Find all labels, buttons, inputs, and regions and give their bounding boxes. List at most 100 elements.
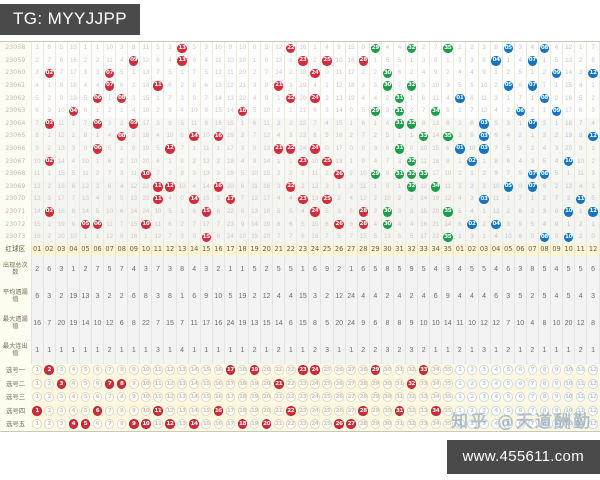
pick-cell-red[interactable]: 24: [308, 377, 321, 391]
pick-ball[interactable]: 2: [44, 405, 55, 416]
pick-cell-red[interactable]: 19: [248, 390, 261, 404]
pick-cell-red[interactable]: 33: [417, 404, 430, 418]
pick-cell-red[interactable]: 15: [200, 417, 213, 431]
pick-ball[interactable]: 18: [237, 365, 248, 376]
pick-cell-red[interactable]: 35: [441, 377, 454, 391]
pick-cell-red[interactable]: 32: [405, 390, 418, 404]
pick-cell-red[interactable]: 25: [320, 417, 334, 431]
pick-ball-selected[interactable]: 10: [141, 419, 151, 430]
pick-cell-red[interactable]: 25: [320, 377, 334, 391]
pick-ball[interactable]: 2: [44, 419, 55, 430]
pick-ball-blue[interactable]: 12: [588, 392, 598, 403]
pick-cell-red[interactable]: 29: [369, 390, 382, 404]
pick-cell-red[interactable]: 15: [200, 404, 213, 418]
pick-ball[interactable]: 14: [189, 378, 199, 389]
pick-cell-blue[interactable]: 5: [502, 404, 515, 418]
pick-ball[interactable]: 25: [322, 405, 332, 416]
pick-cell-red[interactable]: 8: [115, 377, 128, 391]
pick-cell-red[interactable]: 34: [429, 417, 442, 431]
pick-ball-selected[interactable]: 17: [225, 365, 236, 376]
pick-cell-red[interactable]: 34: [429, 363, 442, 377]
pick-cell-red[interactable]: 25: [320, 363, 334, 377]
pick-ball[interactable]: 19: [249, 405, 260, 416]
pick-ball-selected[interactable]: 2: [44, 365, 55, 376]
pick-ball[interactable]: 18: [237, 405, 248, 416]
pick-cell-red[interactable]: 12: [163, 377, 177, 391]
pick-cell-red[interactable]: 32: [405, 404, 418, 418]
pick-cell-red[interactable]: 31: [393, 377, 406, 391]
pick-cell-red[interactable]: 11: [151, 363, 164, 377]
pick-cell-blue[interactable]: 8: [538, 377, 551, 391]
pick-cell-blue[interactable]: 1: [453, 417, 466, 431]
pick-ball-blue[interactable]: 10: [563, 419, 574, 430]
pick-cell-red[interactable]: 18: [236, 417, 249, 431]
pick-ball-blue[interactable]: 8: [539, 378, 550, 389]
pick-ball-blue[interactable]: 7: [527, 392, 538, 403]
pick-cell-red[interactable]: 1: [31, 417, 44, 431]
pick-ball-blue[interactable]: 11: [575, 378, 586, 389]
pick-ball[interactable]: 13: [177, 405, 187, 416]
pick-cell-blue[interactable]: 8: [538, 404, 551, 418]
pick-ball[interactable]: 16: [213, 365, 224, 376]
pick-cell-blue[interactable]: 2: [465, 377, 478, 391]
pick-cell-red[interactable]: 16: [212, 377, 225, 391]
pick-cell-blue[interactable]: 9: [550, 377, 563, 391]
pick-cell-red[interactable]: 27: [345, 404, 358, 418]
pick-ball[interactable]: 17: [225, 392, 236, 403]
pick-cell-red[interactable]: 31: [393, 390, 406, 404]
pick-ball[interactable]: 1: [32, 365, 42, 376]
pick-cell-red[interactable]: 27: [345, 363, 358, 377]
pick-cell-blue[interactable]: 10: [562, 377, 575, 391]
pick-ball[interactable]: 28: [358, 392, 369, 403]
pick-cell-red[interactable]: 22: [284, 363, 297, 377]
pick-ball[interactable]: 1: [32, 392, 42, 403]
pick-ball[interactable]: 6: [92, 365, 103, 376]
pick-ball-blue[interactable]: 8: [539, 365, 550, 376]
pick-ball[interactable]: 26: [334, 365, 344, 376]
pick-ball[interactable]: 29: [370, 378, 381, 389]
pick-ball-selected[interactable]: 24: [310, 365, 320, 376]
pick-ball[interactable]: 34: [430, 365, 441, 376]
pick-ball[interactable]: 28: [358, 378, 369, 389]
pick-cell-red[interactable]: 7: [103, 363, 116, 377]
pick-ball-blue[interactable]: 11: [575, 365, 586, 376]
pick-cell-red[interactable]: 24: [308, 417, 321, 431]
pick-ball[interactable]: 32: [406, 392, 417, 403]
pick-ball[interactable]: 9: [128, 378, 139, 389]
pick-ball[interactable]: 30: [382, 392, 393, 403]
pick-cell-blue[interactable]: 9: [550, 363, 563, 377]
pick-cell-red[interactable]: 7: [103, 390, 116, 404]
pick-ball-blue[interactable]: 12: [588, 365, 598, 376]
pick-cell-red[interactable]: 4: [67, 377, 80, 391]
pick-cell-blue[interactable]: 4: [490, 390, 503, 404]
pick-ball-selected[interactable]: 16: [213, 405, 224, 416]
pick-cell-blue[interactable]: 4: [490, 363, 503, 377]
pick-ball[interactable]: 8: [116, 392, 127, 403]
pick-cell-red[interactable]: 13: [176, 377, 189, 391]
pick-cell-red[interactable]: 3: [55, 377, 68, 391]
pick-cell-red[interactable]: 5: [79, 363, 92, 377]
pick-cell-red[interactable]: 17: [224, 377, 237, 391]
pick-ball[interactable]: 10: [141, 378, 151, 389]
pick-ball[interactable]: 14: [189, 365, 199, 376]
pick-ball[interactable]: 34: [430, 378, 441, 389]
pick-ball[interactable]: 33: [418, 405, 429, 416]
pick-cell-red[interactable]: 17: [224, 363, 237, 377]
pick-ball[interactable]: 18: [237, 378, 248, 389]
pick-cell-red[interactable]: 6: [91, 417, 104, 431]
pick-cell-red[interactable]: 7: [103, 377, 116, 391]
pick-cell-blue[interactable]: 12: [586, 390, 600, 404]
pick-ball[interactable]: 3: [56, 405, 67, 416]
pick-cell-red[interactable]: 9: [127, 417, 140, 431]
pick-ball[interactable]: 25: [322, 419, 332, 430]
pick-cell-red[interactable]: 29: [369, 417, 382, 431]
pick-cell-red[interactable]: 20: [260, 404, 273, 418]
pick-cell-red[interactable]: 12: [163, 417, 177, 431]
pick-cell-blue[interactable]: 3: [478, 404, 491, 418]
pick-cell-red[interactable]: 8: [115, 363, 128, 377]
pick-cell-red[interactable]: 2: [43, 390, 56, 404]
pick-ball[interactable]: 20: [261, 365, 272, 376]
pick-ball[interactable]: 15: [201, 365, 212, 376]
pick-cell-red[interactable]: 31: [393, 363, 406, 377]
pick-ball[interactable]: 7: [104, 365, 115, 376]
